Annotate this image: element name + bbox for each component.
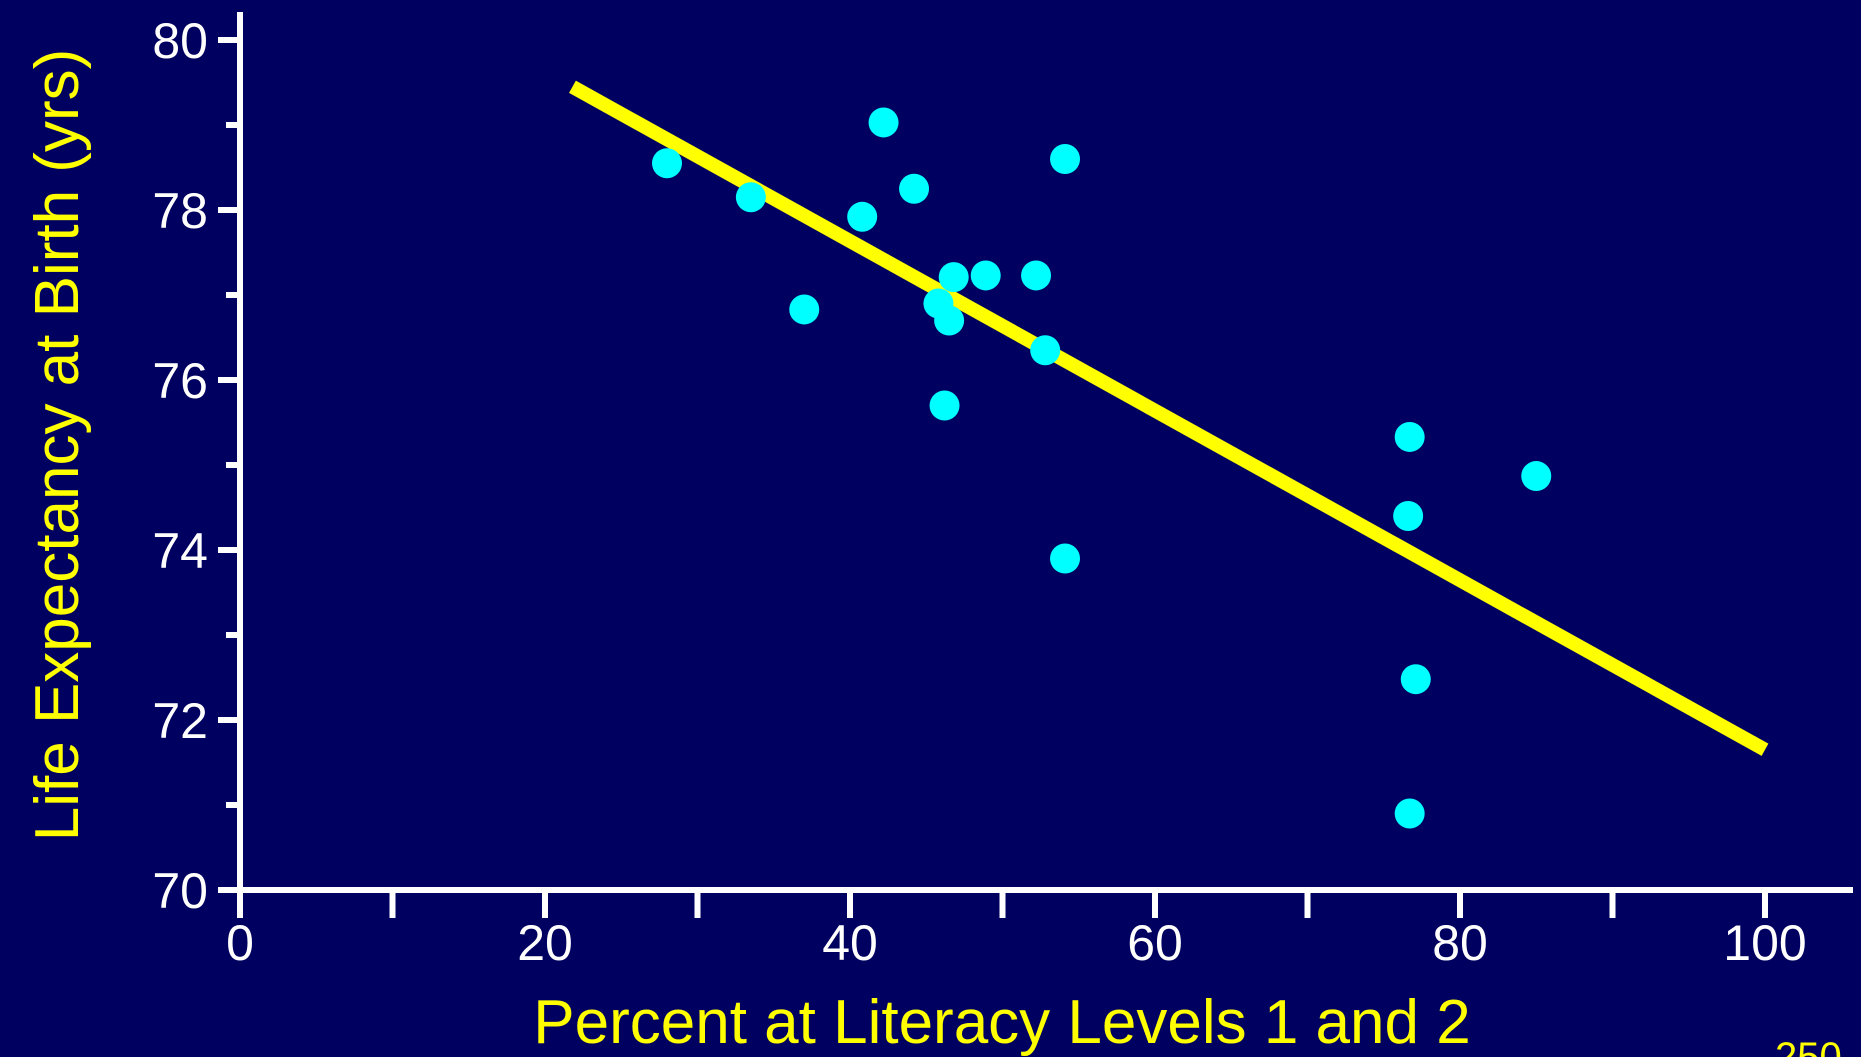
data-point [1393, 501, 1424, 531]
labels-layer: 70 72 74 76 78 80 0 20 40 60 80 100 [152, 13, 1806, 971]
x-tick-label: 100 [1723, 915, 1806, 971]
y-tick-label: 74 [152, 523, 208, 579]
data-point [735, 182, 766, 213]
data-point [1394, 798, 1425, 829]
trend-layer [569, 80, 1769, 756]
axes-layer [218, 12, 1853, 918]
x-axis-title: Percent at Literacy Levels 1 and 2 [533, 988, 1470, 1057]
data-point [868, 107, 899, 138]
data-point [1021, 260, 1052, 291]
y-tick-label: 72 [152, 693, 208, 749]
y-tick-label: 78 [152, 183, 208, 239]
data-point [652, 148, 682, 179]
y-tick-label: 70 [152, 863, 208, 919]
data-point [1521, 461, 1552, 492]
data-point [1394, 421, 1425, 452]
data-point [970, 260, 1001, 291]
y-tick-label: 76 [152, 353, 208, 409]
data-point [938, 262, 969, 293]
y-axis-title: Life Expectancy at Birth (yrs) [23, 49, 92, 842]
data-point [1050, 144, 1081, 174]
data-point [899, 173, 930, 204]
x-tick-label: 80 [1432, 915, 1488, 971]
data-point [1030, 335, 1061, 366]
x-tick-label: 0 [226, 915, 254, 971]
data-point [929, 390, 960, 421]
x-tick-label: 20 [517, 915, 573, 971]
data-point [1050, 543, 1081, 574]
page-number: 250 [1775, 1035, 1842, 1057]
y-tick-label: 80 [152, 13, 208, 69]
data-point [1400, 664, 1431, 695]
trend-line [569, 80, 1769, 756]
x-tick-label: 60 [1127, 915, 1183, 971]
data-point [789, 294, 820, 325]
data-point [934, 305, 965, 336]
x-tick-label: 40 [822, 915, 878, 971]
data-point [847, 201, 878, 232]
points-layer [652, 107, 1552, 829]
